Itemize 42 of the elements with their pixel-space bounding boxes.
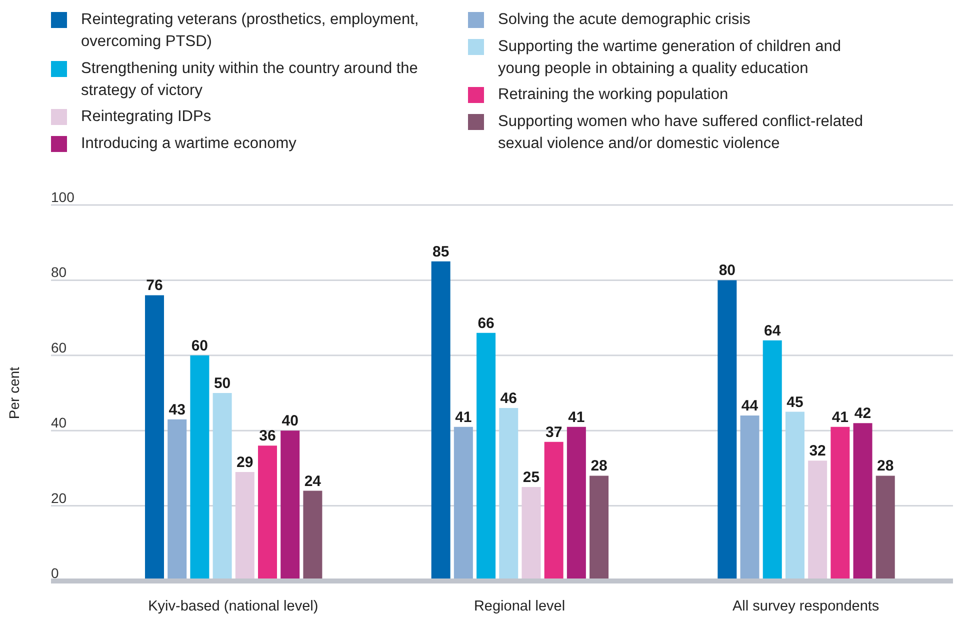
y-tick-label: 80 <box>51 264 67 280</box>
data-label: 46 <box>500 390 517 408</box>
data-label: 80 <box>718 262 736 280</box>
x-tick-label: Regional level <box>474 598 566 614</box>
data-label: 28 <box>877 458 894 475</box>
x-tick-label: Kyiv-based (national level) <box>148 598 318 614</box>
legend-label: Introducing a wartime economy <box>81 134 296 154</box>
data-label: 43 <box>168 401 186 418</box>
y-tick-label: 0 <box>51 565 59 581</box>
data-label: 64 <box>764 322 782 340</box>
data-label: 36 <box>259 428 276 445</box>
data-label: 76 <box>146 277 163 294</box>
data-label: 41 <box>568 408 585 426</box>
data-label: 37 <box>545 424 562 441</box>
data-label: 40 <box>282 412 298 430</box>
y-tick-label: 60 <box>51 339 67 356</box>
y-tick-label: 20 <box>51 490 67 506</box>
y-tick-label: 100 <box>51 189 75 205</box>
data-label: 44 <box>741 398 759 415</box>
data-label: 28 <box>590 458 608 475</box>
data-label: 45 <box>786 394 804 411</box>
data-label: 60 <box>191 337 208 354</box>
data-label: 41 <box>455 408 472 426</box>
legend-label: Solving the acute demographic crisis <box>498 10 750 30</box>
data-label: 85 <box>432 243 450 260</box>
data-label: 42 <box>854 405 872 422</box>
data-label: 50 <box>214 375 231 392</box>
data-label: 29 <box>236 454 254 471</box>
legend-label: Reintegrating veterans (prosthetics, employment, overcoming PTSD) <box>81 10 420 52</box>
legend-label: Retraining the working population <box>498 85 728 105</box>
y-axis-title: Per cent <box>6 366 22 420</box>
data-label: 24 <box>304 472 322 490</box>
legend-label: Supporting the wartime generation of children and young people in obtaining a quality education <box>498 36 842 78</box>
legend-label: Supporting women who have suffered conflict-related sexual violence and/or domestic violence <box>498 112 864 154</box>
y-tick-label: 40 <box>51 414 67 431</box>
x-tick-label: All survey respondents <box>732 598 880 614</box>
legend-label: Strengthening unity within the country around the strategy of victory <box>81 58 419 100</box>
data-label: 66 <box>478 314 494 332</box>
data-label: 32 <box>809 442 826 460</box>
data-label: 25 <box>522 469 540 486</box>
data-label: 41 <box>832 408 849 426</box>
legend-label: Reintegrating IDPs <box>81 107 212 127</box>
